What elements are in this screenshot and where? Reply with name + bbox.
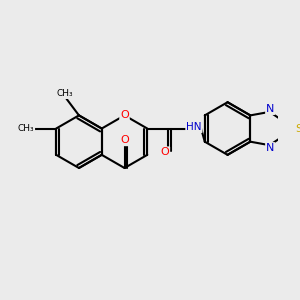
Text: O: O — [120, 135, 129, 145]
Text: N: N — [266, 143, 275, 153]
Text: CH₃: CH₃ — [18, 124, 34, 133]
Text: CH₃: CH₃ — [57, 89, 74, 98]
Text: HN: HN — [186, 122, 202, 132]
Text: O: O — [120, 110, 129, 120]
Text: O: O — [160, 147, 169, 157]
Text: S: S — [296, 124, 300, 134]
Text: N: N — [266, 104, 275, 114]
